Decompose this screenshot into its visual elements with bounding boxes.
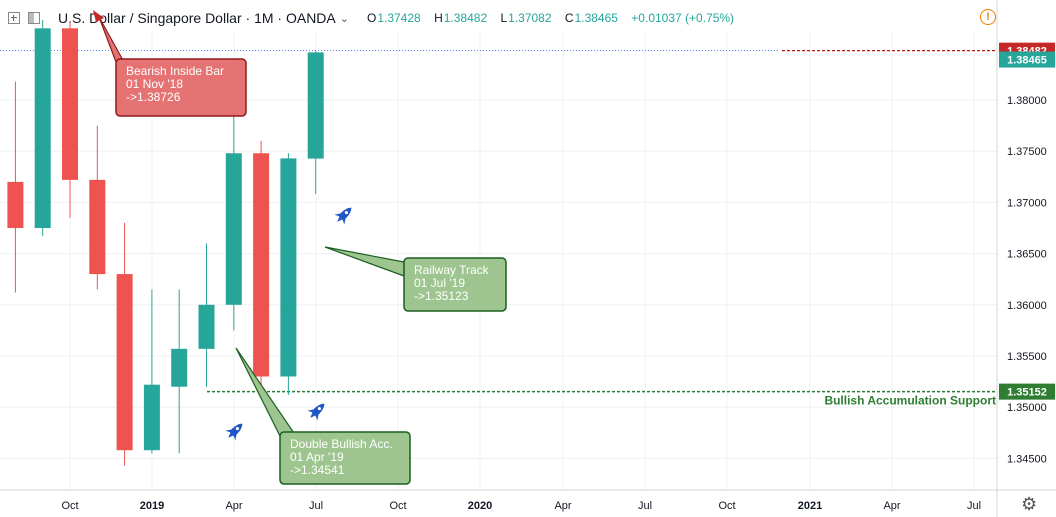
- double-bullish-callout: [279, 431, 411, 485]
- y-tick-label: 1.37500: [1007, 146, 1047, 158]
- railway-callout-pointer: [324, 246, 405, 277]
- x-tick-label: Apr: [554, 500, 571, 512]
- x-tick-label: Jul: [309, 500, 323, 512]
- x-tick-label: Oct: [389, 500, 406, 512]
- alert-icon[interactable]: !: [980, 9, 996, 25]
- support-label: Bullish Accumulation Support: [824, 394, 996, 408]
- candle-body: [171, 348, 188, 387]
- y-tick-label: 1.37000: [1007, 197, 1047, 209]
- candle-body: [7, 181, 24, 228]
- bearish-callout-text: Bearish Inside Bar: [126, 64, 224, 78]
- chart-header: U.S. Dollar / Singapore Dollar · 1M · OA…: [8, 8, 734, 28]
- y-tick-label: 1.38000: [1007, 95, 1047, 107]
- rocket-icon: [334, 207, 352, 225]
- current-price-label-bg: [999, 51, 1055, 68]
- current-price-label: 1.38465: [1007, 55, 1047, 67]
- x-tick-label: Oct: [718, 500, 735, 512]
- symbol-title[interactable]: U.S. Dollar / Singapore Dollar · 1M · OA…: [58, 10, 336, 26]
- rocket-icon: [225, 423, 243, 441]
- ohlc-readout: O1.37428 H1.38482 L1.37082 C1.38465 +0.0…: [366, 11, 735, 25]
- support-price-label-bg: [999, 383, 1055, 400]
- compare-icon[interactable]: [28, 12, 40, 24]
- plus-icon[interactable]: [8, 12, 20, 24]
- rocket-icon: [307, 403, 325, 421]
- x-tick-label: Oct: [61, 500, 78, 512]
- candle-body: [89, 179, 106, 275]
- x-tick-label: Jul: [638, 500, 652, 512]
- chevron-down-icon[interactable]: ⌄: [339, 12, 349, 25]
- railway-callout-text: ->1.35123: [414, 289, 469, 303]
- open-value: 1.37428: [377, 11, 421, 25]
- candle-body: [34, 28, 51, 228]
- double-bullish-callout-text: Double Bullish Acc.: [290, 437, 393, 451]
- bearish-callout-pointer: [98, 16, 126, 63]
- high-value: 1.38482: [443, 11, 488, 25]
- support-price-label: 1.35152: [1007, 387, 1047, 399]
- candle-body: [225, 153, 242, 305]
- y-tick-label: 1.34500: [1007, 453, 1047, 465]
- gear-icon[interactable]: ⚙: [1021, 494, 1038, 514]
- railway-callout-text: 01 Jul '19: [414, 276, 465, 290]
- candle-body: [62, 28, 78, 180]
- x-tick-label: 2020: [468, 500, 492, 512]
- x-tick-label: 2019: [140, 500, 164, 512]
- x-tick-label: Apr: [225, 500, 242, 512]
- x-tick-label: 2021: [798, 500, 822, 512]
- candle-body: [143, 384, 160, 451]
- candle-body: [198, 304, 215, 349]
- candle-body: [307, 52, 324, 159]
- close-value: 1.38465: [574, 11, 618, 25]
- double-bullish-callout-text: 01 Apr '19: [290, 450, 344, 464]
- x-tick-label: Apr: [883, 500, 900, 512]
- bearish-callout: [115, 58, 247, 117]
- y-tick-label: 1.35000: [1007, 402, 1047, 414]
- bearish-callout-text: 01 Nov '18: [126, 77, 183, 91]
- y-tick-label: 1.36500: [1007, 249, 1047, 261]
- candle-body: [280, 158, 297, 377]
- bearish-callout-text: ->1.38726: [126, 90, 181, 104]
- y-tick-label: 1.35500: [1007, 351, 1047, 363]
- x-tick-label: Jul: [967, 500, 981, 512]
- railway-callout-text: Railway Track: [414, 263, 490, 277]
- double-bullish-callout-text: ->1.34541: [290, 463, 345, 477]
- y-tick-label: 1.36000: [1007, 300, 1047, 312]
- change-value: +0.01037 (+0.75%): [631, 11, 735, 25]
- low-value: 1.37082: [508, 11, 552, 25]
- bearish-flag-icon: [93, 10, 104, 22]
- candle-body: [116, 274, 133, 451]
- railway-callout: [403, 257, 507, 312]
- candle-body: [253, 153, 270, 377]
